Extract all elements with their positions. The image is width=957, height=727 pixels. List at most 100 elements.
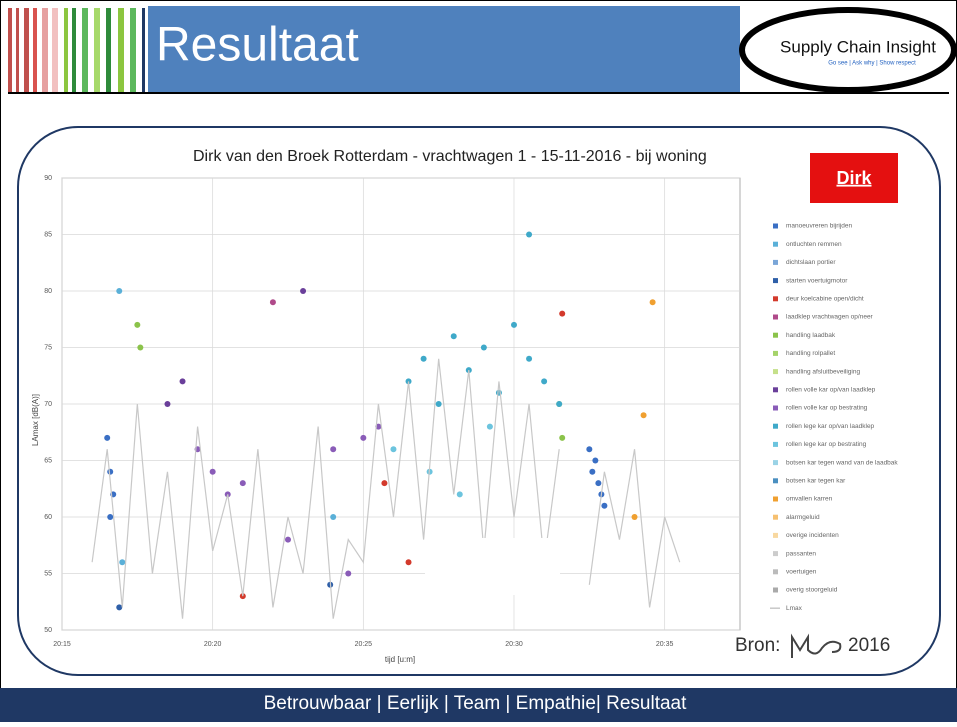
legend-label: dichtslaan portier [786, 259, 836, 266]
legend-swatch [773, 296, 778, 302]
point [595, 480, 602, 487]
point [285, 536, 291, 543]
point [209, 468, 216, 475]
footer-text: Betrouwbaar | Eerlijk | Team | Empathie|… [264, 693, 688, 714]
legend-swatch [773, 514, 778, 520]
legend-label: ontluchten remmen [786, 241, 842, 248]
point [390, 446, 397, 453]
point [360, 434, 367, 441]
legend-label: manoeuvreren bijrijden [786, 223, 853, 230]
point [116, 288, 123, 294]
point [119, 559, 126, 566]
y-tick-label: 85 [44, 231, 52, 238]
y-tick-label: 55 [44, 570, 52, 577]
legend-label: rollen volle kar op bestrating [786, 405, 868, 412]
point [164, 401, 171, 407]
point [589, 468, 596, 475]
chart-title: Dirk van den Broek Rotterdam - vrachtwag… [193, 148, 707, 165]
point [107, 468, 114, 475]
legend-swatch [773, 223, 778, 229]
point [486, 423, 493, 430]
source-logo [791, 633, 842, 658]
legend-label: rollen lege kar op/van laadklep [786, 423, 875, 430]
point [330, 446, 337, 453]
point [239, 480, 246, 487]
legend-label: starten voertuigmotor [786, 277, 848, 284]
title-box [148, 6, 740, 92]
legend-swatch [773, 478, 778, 484]
point [559, 434, 566, 441]
point [640, 412, 647, 419]
legend-label: voertuigen [786, 569, 817, 576]
point [511, 321, 517, 328]
legend-swatch [773, 569, 778, 575]
badge-text: Dirk [836, 168, 872, 188]
legend-swatch [773, 551, 778, 557]
legend-label: botsen kar tegen kar [786, 478, 846, 485]
point [541, 378, 548, 385]
point [134, 321, 141, 328]
legend-label: laadklep vrachtwagen op/neer [786, 314, 874, 321]
legend-label: Lmax [786, 605, 803, 612]
point [586, 446, 593, 453]
legend-swatch [773, 460, 778, 466]
point [480, 344, 487, 351]
legend-label: handling afsluitbeveiliging [786, 368, 860, 375]
legend-label: rollen lege kar op bestrating [786, 441, 867, 448]
legend-label: passanten [786, 550, 816, 557]
point [435, 401, 442, 407]
x-tick-label: 20:35 [656, 641, 674, 648]
legend-label: deur koelcabine open/dicht [786, 296, 864, 303]
y-tick-label: 60 [44, 514, 52, 521]
lmax-line [91, 358, 681, 619]
header-rule [8, 92, 949, 94]
legend-label: omvallen karren [786, 496, 833, 503]
legend-swatch [773, 532, 778, 538]
y-tick-label: 50 [44, 627, 52, 634]
footer-bar [0, 688, 957, 722]
legend-label: overig stoorgeluid [786, 587, 838, 594]
x-tick-label: 20:15 [53, 641, 71, 648]
point [450, 333, 457, 340]
legend-swatch [773, 423, 778, 429]
logo-text: Supply Chain Insight [780, 37, 936, 56]
legend-label: alarmgeluid [786, 514, 820, 521]
point [631, 514, 638, 520]
legend-swatch [773, 405, 778, 411]
y-tick-label: 80 [44, 288, 52, 295]
legend-swatch [773, 441, 778, 447]
point [420, 355, 427, 362]
legend-label: rollen volle kar op/van laadklep [786, 387, 876, 394]
plot: 50 55 60 65 70 75 80 85 90 20:15 20:20 20:25 20:30 20… [44, 175, 898, 648]
logo-tagline: Go see | Ask why | Show respect [828, 61, 916, 67]
point [104, 434, 111, 441]
logo-oval [739, 7, 957, 93]
legend-label: botsen kar tegen wand van de laadbak [786, 459, 898, 466]
legend-swatch [773, 332, 778, 338]
legend-label: handling laadbak [786, 332, 836, 339]
point [137, 344, 144, 351]
point [405, 559, 412, 566]
legend-swatch [773, 496, 778, 502]
x-tick-label: 20:25 [355, 641, 373, 648]
point [456, 491, 463, 498]
legend-swatch [773, 314, 778, 320]
badge [810, 153, 898, 203]
slide-title: Resultaat [156, 19, 359, 72]
point [526, 355, 533, 362]
legend-swatch [773, 278, 778, 284]
point [556, 401, 563, 407]
y-tick-label: 70 [44, 401, 52, 408]
legend-swatch [773, 369, 778, 375]
source-label: Bron: [735, 635, 780, 656]
point [559, 310, 566, 317]
point [526, 231, 533, 238]
legend-swatch [773, 387, 778, 393]
y-tick-label: 90 [44, 175, 52, 182]
point [300, 288, 307, 294]
point [107, 514, 114, 520]
legend-label: overige incidenten [786, 532, 839, 539]
point [116, 604, 123, 611]
x-tick-label: 20:30 [505, 641, 523, 648]
legend-swatch [773, 587, 778, 593]
